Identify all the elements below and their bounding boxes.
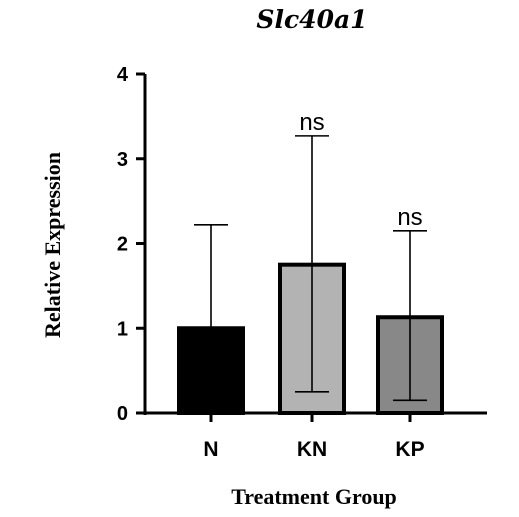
y-tick-label-1: 1 <box>117 318 128 340</box>
y-tick-label-0: 0 <box>117 403 128 425</box>
chart-title: Slc40a1 <box>256 5 367 34</box>
significance-label-kn: ns <box>299 109 324 136</box>
x-tick-label-kn: KN <box>297 438 327 461</box>
bar-n <box>177 326 245 415</box>
plot-area: 0 1 2 3 4 N KN KP ns ns <box>117 64 487 461</box>
y-tick-label-3: 3 <box>117 149 128 171</box>
y-tick-label-2: 2 <box>117 234 128 256</box>
x-tick-label-kp: KP <box>395 438 424 461</box>
y-axis-title: Relative Expression <box>40 152 65 338</box>
x-axis-title: Treatment Group <box>231 484 397 509</box>
y-tick-label-4: 4 <box>117 64 129 86</box>
significance-label-kp: ns <box>397 204 422 231</box>
x-tick-label-n: N <box>203 438 218 461</box>
